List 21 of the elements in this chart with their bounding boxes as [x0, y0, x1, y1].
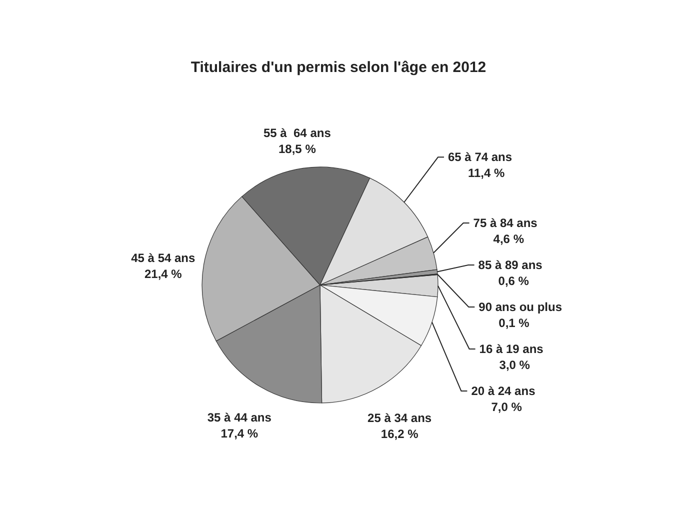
slice-label: 55 à 64 ans	[263, 126, 332, 140]
data-label: 11,4 %	[468, 166, 506, 180]
slice-label: 16 à 19 ans	[479, 342, 544, 356]
data-label: 3,0 %	[499, 358, 530, 372]
slice-label: 45 à 54 ans	[131, 251, 196, 266]
data-label: 18,5 %	[278, 142, 316, 156]
slice-label: 75 à 84 ans	[473, 216, 538, 230]
slice-label: 90 ans ou plus	[478, 300, 562, 314]
slice-label: 35 à 44 ans	[207, 410, 272, 424]
data-label: 4,6 %	[493, 232, 524, 246]
data-label: 16,2 %	[380, 426, 419, 441]
slice-label: 25 à 34 ans	[368, 410, 432, 425]
slice-label: 85 à 89 ans	[478, 258, 543, 272]
data-label: 0,1 %	[498, 316, 530, 330]
data-label: 7,0 %	[491, 400, 522, 414]
chart-title: Titulaires d'un permis selon l'âge en 2012	[190, 59, 486, 76]
data-label: 0,6 %	[498, 274, 530, 288]
slice-label: 65 à 74 ans	[448, 150, 512, 164]
slice-label: 20 à 24 ans	[471, 384, 536, 398]
data-label: 17,4 %	[220, 426, 258, 440]
data-label: 21,4 %	[144, 267, 182, 282]
